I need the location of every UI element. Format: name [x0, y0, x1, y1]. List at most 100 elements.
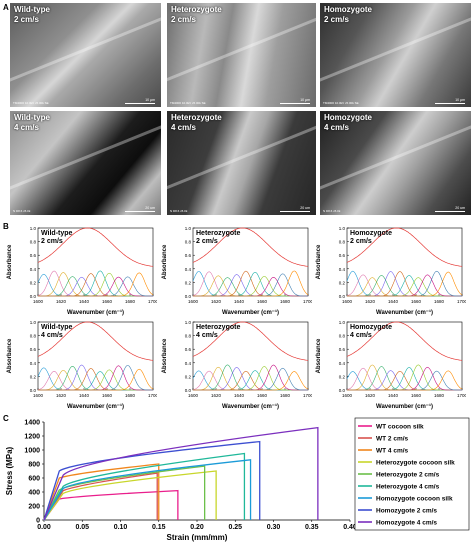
y-tick-label: 0.4: [339, 361, 346, 366]
y-tick-label: 0.6: [30, 253, 37, 258]
component-peak: [193, 364, 308, 391]
sem-micrograph: [10, 3, 161, 107]
sem-micrograph: [10, 111, 161, 215]
component-peak: [38, 368, 154, 391]
y-tick-label: 0.6: [30, 347, 37, 352]
y-axis-label: Stress (MPa): [5, 446, 14, 495]
fitted-spectrum: [37, 321, 154, 361]
sem-genotype: Wild-type: [14, 113, 50, 122]
sem-genotype: Homozygote: [324, 5, 372, 14]
x-tick-label: 1660: [102, 299, 113, 304]
y-tick-label: 0.2: [30, 374, 37, 379]
ftir-speed: 2 cm/s: [41, 238, 63, 245]
y-tick-label: 0.0: [185, 294, 192, 299]
x-axis-label: Strain (mm/mm): [167, 533, 228, 542]
component-peak: [192, 370, 308, 391]
stress-curve-6: [43, 452, 246, 521]
ftir-speed: 4 cm/s: [196, 332, 218, 339]
sem-label: Heterozygote 4 cm/s: [171, 113, 222, 133]
legend-entry: Heterozygote cocoon silk: [376, 460, 455, 467]
x-tick-label: 1700: [457, 393, 466, 398]
x-tick-label: 1660: [411, 393, 422, 398]
y-tick-label: 0.2: [185, 280, 192, 285]
component-peak: [193, 277, 308, 297]
stress-curve-9: [43, 426, 319, 521]
stress-strain-chart: 0 200 400 600 800 1000 1200 1400 0.00 0.05 0.10 0.1…: [5, 417, 470, 542]
x-tick-label: 1640: [388, 299, 399, 304]
y-tick-label: 1.0: [339, 226, 346, 231]
stress-curve-7: [43, 459, 252, 521]
fitted-spectrum: [192, 227, 309, 267]
y-tick-label: 1.0: [185, 226, 192, 231]
y-tick-label: 0.6: [339, 253, 346, 258]
y-tick-label: 1400: [24, 420, 40, 427]
y-axis-label: Absorbance: [7, 338, 13, 373]
y-tick-label: 0.8: [30, 240, 37, 245]
sem-image-3: Homozygote 2 cm/s TM4000 10.0kV x5.00k SE 1…: [320, 3, 471, 107]
y-tick-label: 0.0: [30, 294, 37, 299]
sem-speed: 2 cm/s: [171, 15, 196, 24]
component-peak: [347, 366, 462, 391]
sem-label: Homozygote 4 cm/s: [324, 113, 372, 133]
x-tick-label: 1680: [125, 299, 136, 304]
y-tick-label: 1000: [24, 448, 40, 455]
y-tick-label: 600: [28, 476, 40, 483]
stress-curve-1: [43, 489, 179, 521]
sem-micrograph: [167, 111, 316, 215]
sem-instrument-info: N D8.6 x5.0k: [13, 209, 31, 213]
component-peak: [37, 270, 153, 297]
y-tick-label: 0.2: [339, 374, 346, 379]
y-tick-label: 0.8: [185, 334, 192, 339]
x-tick-label: 1620: [211, 393, 222, 398]
component-peak: [38, 364, 153, 391]
x-tick-label: 1600: [342, 393, 353, 398]
component-peak: [38, 272, 153, 297]
ftir-chart-4: 0.0 0.2 0.4 0.6 0.8 1.0 1600 1620 1640 1660 1680 17…: [7, 320, 157, 410]
component-peak: [346, 367, 462, 391]
x-tick-label: 1600: [33, 299, 44, 304]
component-peak: [346, 270, 462, 297]
y-tick-label: 0.2: [30, 280, 37, 285]
x-tick-label: 0.00: [37, 524, 51, 531]
sem-label: Homozygote 2 cm/s: [324, 5, 372, 25]
component-peak: [38, 365, 153, 391]
sem-speed: 4 cm/s: [14, 123, 39, 132]
component-peak: [193, 364, 308, 391]
x-tick-label: 1600: [33, 393, 44, 398]
ftir-speed: 2 cm/s: [350, 238, 372, 245]
ftir-speed: 2 cm/s: [196, 238, 218, 245]
x-tick-label: 0.15: [152, 524, 166, 531]
y-tick-label: 1.0: [339, 320, 346, 325]
sem-image-5: Heterozygote 4 cm/s N D8.6 x5.0k 20 um: [167, 111, 316, 215]
x-tick-label: 1680: [280, 393, 291, 398]
y-axis-label: Absorbance: [162, 244, 168, 279]
component-peak: [347, 370, 463, 391]
scale-bar: 20 um: [280, 206, 310, 212]
x-tick-label: 0.35: [305, 524, 319, 531]
scale-bar: 10 μm: [435, 98, 465, 104]
x-tick-label: 1640: [234, 393, 245, 398]
component-peak: [38, 365, 153, 391]
x-axis-label: Wavenumber (cm⁻¹): [222, 309, 279, 316]
y-tick-label: 0.8: [30, 334, 37, 339]
component-peak: [193, 371, 309, 391]
sem-genotype: Homozygote: [324, 113, 372, 122]
x-tick-label: 1700: [148, 393, 157, 398]
legend-entry: Heterozygote 2 cm/s: [376, 472, 440, 479]
x-tick-label: 1640: [234, 299, 245, 304]
x-tick-label: 1600: [188, 393, 199, 398]
x-axis-label: Wavenumber (cm⁻¹): [376, 403, 433, 410]
fitted-spectrum: [346, 227, 463, 267]
scale-bar-label: 10 μm: [145, 98, 155, 102]
panel-letter-a: A: [3, 3, 9, 12]
sem-label: Wild-type 2 cm/s: [14, 5, 50, 25]
sem-label: Wild-type 4 cm/s: [14, 113, 50, 133]
sem-genotype: Heterozygote: [171, 5, 222, 14]
legend-entry: WT 2 cm/s: [376, 436, 409, 443]
sem-genotype: Heterozygote: [171, 113, 222, 122]
component-peak: [193, 366, 308, 391]
stress-curve-3: [43, 463, 160, 521]
sem-instrument-info: N D8.6 x5.0k: [170, 209, 188, 213]
sem-instrument-info: N D8.6 x5.0k: [323, 209, 341, 213]
x-tick-label: 1660: [257, 393, 268, 398]
